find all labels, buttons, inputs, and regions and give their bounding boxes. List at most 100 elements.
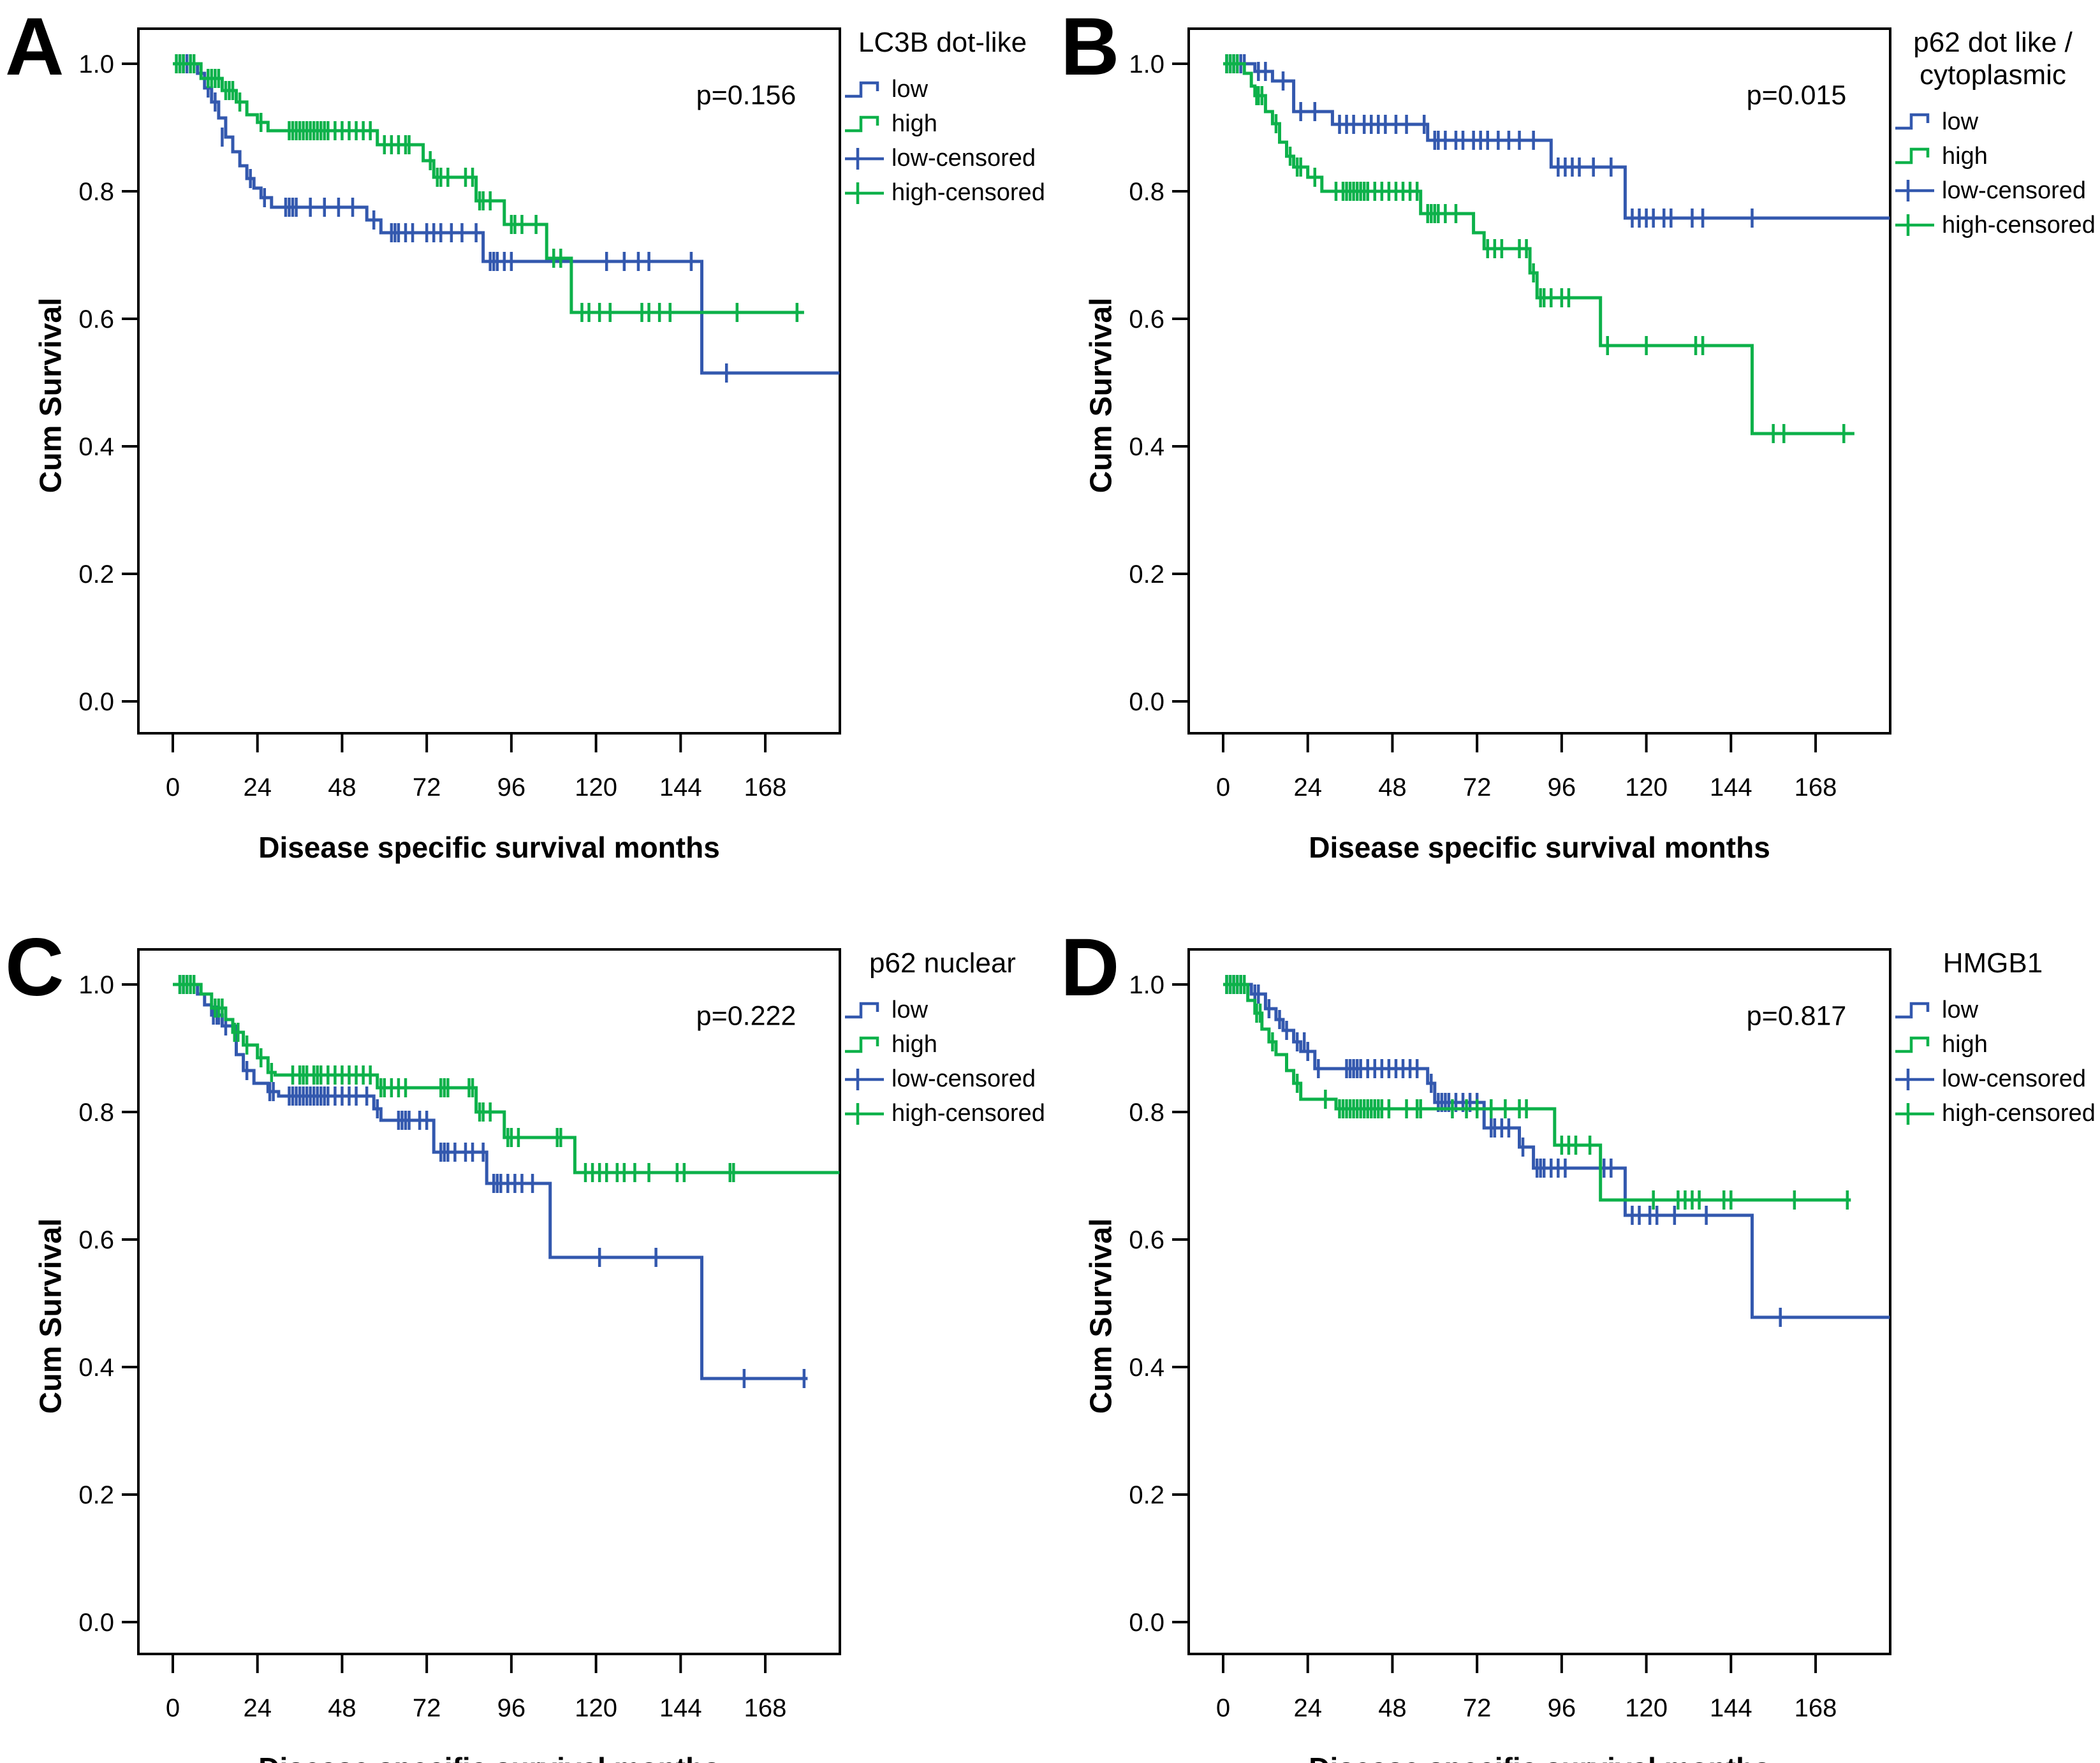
panel-letter: C — [5, 922, 64, 1013]
low-censored-icon — [845, 147, 884, 170]
high-step-icon — [845, 115, 879, 132]
legend-item-low: low — [1893, 997, 2092, 1025]
svg-text:1.0: 1.0 — [78, 50, 114, 78]
legend-item-high-censored: high-censored — [843, 179, 1045, 207]
high-censored-icon — [1895, 1102, 1934, 1125]
svg-text:120: 120 — [1625, 773, 1668, 801]
legend-label: low — [892, 997, 929, 1024]
legend-label: low-censored — [892, 1065, 1036, 1093]
svg-text:0.2: 0.2 — [78, 560, 114, 589]
p-value: p=0.156 — [696, 80, 797, 111]
legend-label: high-censored — [1942, 211, 2096, 238]
svg-text:72: 72 — [1463, 773, 1492, 801]
survival-plot-svg: 1.0 0.8 0.6 0.4 0.2 0.0 0 24 48 72 96 120 144 168 — [78, 948, 841, 1722]
y-axis-title: Cum Survival — [1084, 1218, 1119, 1414]
survival-plot-svg: 1.0 0.8 0.6 0.4 0.2 0.0 0 24 48 72 96 120 144 168 — [78, 27, 841, 801]
x-axis-title: Disease specific survival months — [258, 1751, 720, 1763]
svg-text:48: 48 — [328, 773, 356, 801]
legend-item-low: low — [1893, 108, 2092, 136]
legend-label: high-censored — [892, 179, 1045, 207]
high-censored-icon — [845, 182, 884, 204]
svg-text:168: 168 — [744, 1694, 787, 1722]
svg-text:0.0: 0.0 — [78, 1609, 114, 1637]
svg-text:168: 168 — [1795, 1694, 1837, 1722]
svg-text:0: 0 — [166, 773, 180, 801]
legend: p62 dot like / cytoplasmic low high low-… — [1893, 27, 2096, 239]
svg-text:24: 24 — [243, 1694, 272, 1722]
high-step-icon — [1895, 147, 1930, 165]
legend-item-high-censored: high-censored — [1893, 211, 2096, 239]
panel-inner: A 1.0 0.8 0.6 0.4 0.2 0.0 0 24 48 72 96 120 144 168 C… — [0, 0, 1050, 881]
km-panel-b: B 1.0 0.8 0.6 0.4 0.2 0.0 0 24 48 72 96 120 144 168 C… — [1050, 0, 2100, 881]
svg-text:0.8: 0.8 — [78, 178, 114, 206]
panel-inner: C 1.0 0.8 0.6 0.4 0.2 0.0 0 24 48 72 96 120 144 168 C… — [0, 921, 1050, 1763]
svg-text:96: 96 — [497, 773, 526, 801]
low-censored-icon — [1895, 180, 1934, 202]
svg-text:168: 168 — [1795, 773, 1837, 801]
svg-text:96: 96 — [1548, 1694, 1576, 1722]
svg-text:144: 144 — [1710, 1694, 1752, 1722]
svg-text:96: 96 — [1548, 773, 1576, 801]
svg-text:0.8: 0.8 — [1129, 1099, 1164, 1127]
svg-text:96: 96 — [497, 1694, 526, 1722]
survival-plot-svg: 1.0 0.8 0.6 0.4 0.2 0.0 0 24 48 72 96 120 144 168 — [1129, 948, 1891, 1722]
svg-text:0.4: 0.4 — [1129, 1354, 1164, 1382]
svg-text:144: 144 — [659, 1694, 702, 1722]
legend-items: low high low-censored high-censored — [843, 997, 1045, 1128]
legend-label: high — [892, 110, 937, 138]
svg-text:0.2: 0.2 — [1129, 560, 1164, 589]
svg-text:24: 24 — [1293, 773, 1322, 801]
km-panel-a: A 1.0 0.8 0.6 0.4 0.2 0.0 0 24 48 72 96 120 144 168 C… — [0, 0, 1050, 881]
legend-items: low high low-censored high-censored — [1893, 108, 2096, 239]
legend-item-high-censored: high-censored — [843, 1100, 1045, 1128]
svg-text:72: 72 — [413, 773, 441, 801]
svg-text:0.2: 0.2 — [1129, 1481, 1164, 1509]
legend-item-high: high — [843, 1031, 1042, 1059]
svg-text:0.6: 0.6 — [78, 1226, 114, 1254]
low-censored-icon — [845, 1068, 884, 1090]
high-step-icon — [845, 1036, 879, 1053]
legend-item-low: low — [843, 76, 1042, 104]
svg-text:72: 72 — [413, 1694, 441, 1722]
svg-text:48: 48 — [328, 1694, 356, 1722]
legend-label: low-censored — [892, 145, 1036, 172]
p-value: p=0.817 — [1746, 1000, 1847, 1032]
legend-item-high-censored: high-censored — [1893, 1100, 2096, 1128]
svg-text:48: 48 — [1378, 773, 1407, 801]
legend-label: high-censored — [1942, 1100, 2096, 1127]
svg-text:1.0: 1.0 — [78, 971, 114, 999]
panel-inner: B 1.0 0.8 0.6 0.4 0.2 0.0 0 24 48 72 96 120 144 168 C… — [1050, 0, 2100, 881]
low-step-icon — [1895, 1002, 1930, 1018]
svg-text:0: 0 — [1216, 773, 1230, 801]
svg-text:120: 120 — [1625, 1694, 1668, 1722]
panel-letter: D — [1061, 922, 1120, 1013]
svg-text:120: 120 — [575, 1694, 617, 1722]
x-axis-title: Disease specific survival months — [1309, 1751, 1770, 1763]
legend-item-low-censored: low-censored — [1893, 1065, 2092, 1094]
svg-text:1.0: 1.0 — [1129, 50, 1164, 78]
svg-text:0.0: 0.0 — [1129, 1609, 1164, 1637]
svg-text:0.2: 0.2 — [78, 1481, 114, 1509]
low-step-icon — [1895, 113, 1930, 130]
legend-label: low — [1942, 108, 1979, 135]
svg-text:0.6: 0.6 — [78, 305, 114, 333]
svg-text:120: 120 — [575, 773, 617, 801]
km-panel-c: C 1.0 0.8 0.6 0.4 0.2 0.0 0 24 48 72 96 120 144 168 C… — [0, 881, 1050, 1763]
svg-text:0: 0 — [1216, 1694, 1230, 1722]
high-censored-icon — [1895, 214, 1934, 237]
svg-text:0.6: 0.6 — [1129, 1226, 1164, 1254]
svg-text:48: 48 — [1378, 1694, 1407, 1722]
y-axis-title: Cum Survival — [1084, 297, 1119, 494]
panel-letter: B — [1061, 1, 1120, 92]
legend-item-high: high — [1893, 142, 2092, 170]
legend-item-high: high — [843, 110, 1042, 138]
legend-items: low high low-censored high-censored — [1893, 997, 2096, 1128]
high-censored-icon — [845, 1102, 884, 1125]
low-censored-icon — [1895, 1068, 1934, 1090]
svg-text:144: 144 — [1710, 773, 1752, 801]
legend-title: HMGB1 — [1942, 947, 2043, 979]
y-axis-title: Cum Survival — [34, 297, 68, 494]
survival-plot-svg: 1.0 0.8 0.6 0.4 0.2 0.0 0 24 48 72 96 120 144 168 — [1129, 27, 1891, 801]
svg-text:72: 72 — [1463, 1694, 1492, 1722]
svg-text:0.4: 0.4 — [78, 433, 114, 461]
